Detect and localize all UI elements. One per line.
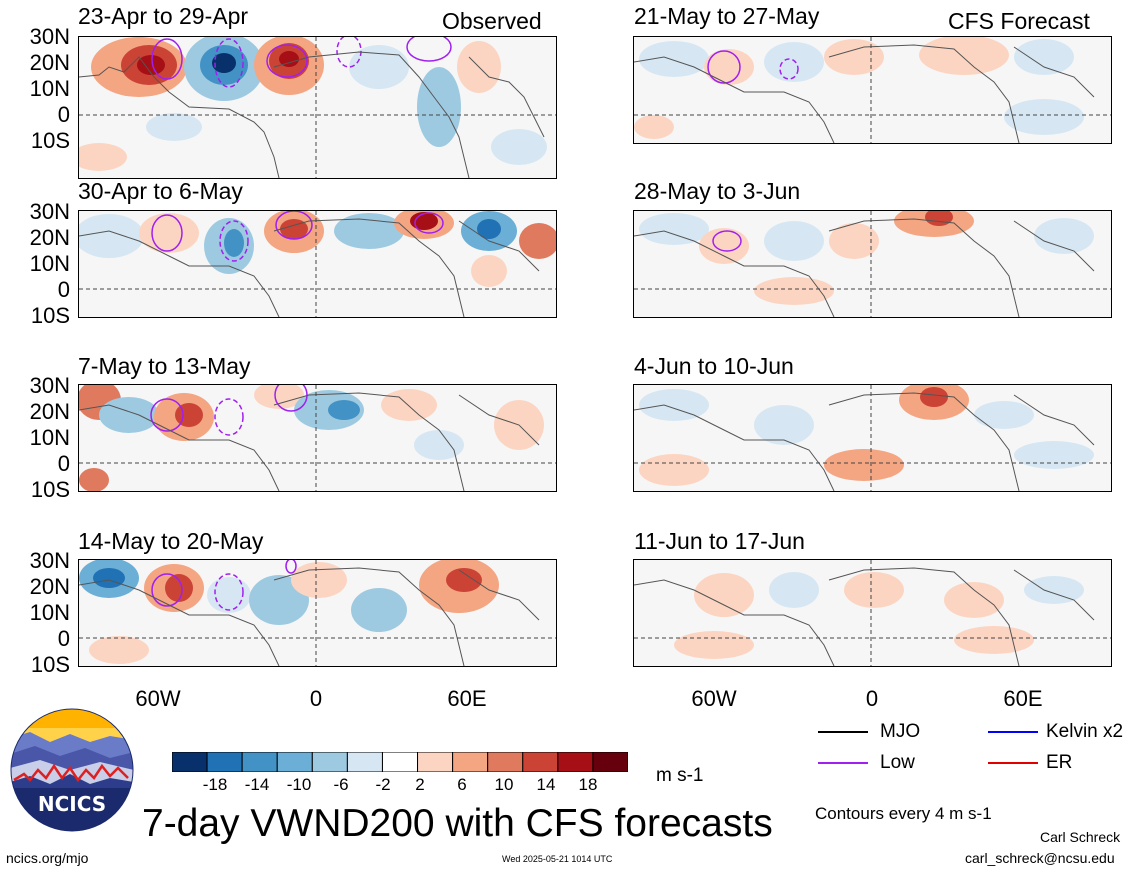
- colorbar-label: -10: [286, 775, 312, 794]
- lon-tick: 0: [309, 686, 323, 711]
- colorbar-units: m s-1: [656, 765, 704, 786]
- legend-er-label: ER: [1046, 752, 1073, 773]
- lat-tick: 0: [57, 451, 70, 476]
- panel-title-obs-1: 23-Apr to 29-Apr: [78, 3, 249, 29]
- footer-timestamp: Wed 2025-05-21 1014 UTC: [502, 854, 613, 864]
- colorbar: [171, 751, 629, 773]
- lon-tick: 60W: [691, 686, 737, 711]
- ncics-logo: NCICS: [10, 708, 134, 832]
- footer-email: carl_schreck@ncsu.edu: [965, 850, 1115, 866]
- map-observed-3: [79, 385, 556, 491]
- colorbar-swatch: [311, 751, 348, 773]
- lat-tick: 10N: [29, 76, 70, 101]
- colorbar-swatch: [241, 751, 278, 773]
- lat-tick: 20N: [29, 574, 70, 599]
- panel-title-fc-2: 28-May to 3-Jun: [634, 178, 801, 204]
- colorbar-label: -6: [333, 775, 349, 794]
- lat-tick: 20N: [29, 399, 70, 424]
- lat-tick: 10S: [30, 477, 70, 502]
- colorbar-label: 2: [415, 775, 425, 794]
- colorbar-swatch: [487, 751, 524, 773]
- lat-tick: 10S: [30, 303, 70, 328]
- footer-url: ncics.org/mjo: [6, 850, 89, 866]
- legend-er-swatch: [988, 762, 1038, 764]
- lon-tick: 60W: [135, 686, 181, 711]
- panel-title-obs-4: 14-May to 20-May: [78, 528, 264, 554]
- lat-tick: 10S: [30, 652, 70, 677]
- footer-author: Carl Schreck: [1040, 829, 1121, 845]
- map-panel-observed-3: [78, 384, 557, 492]
- legend-kelvin-label: Kelvin x2: [1046, 721, 1124, 742]
- lat-tick: 30N: [29, 24, 70, 49]
- panel-title-obs-2: 30-Apr to 6-May: [78, 178, 243, 204]
- colorbar-label: 18: [578, 775, 598, 794]
- map-forecast-4: [634, 560, 1111, 666]
- map-panel-observed-1: [78, 36, 557, 179]
- lon-tick: 60E: [447, 686, 487, 711]
- logo-text: NCICS: [38, 792, 106, 816]
- lat-tick: 10N: [29, 600, 70, 625]
- colorbar-label: 14: [536, 775, 556, 794]
- lat-tick: 0: [57, 102, 70, 127]
- legend-low-swatch: [818, 762, 868, 764]
- panel-title-fc-4: 11-Jun to 17-Jun: [634, 528, 805, 554]
- colorbar-swatch: [276, 751, 313, 773]
- colorbar-swatch: [522, 751, 559, 773]
- map-panel-forecast-1: [633, 36, 1112, 144]
- map-panel-forecast-2: [633, 210, 1112, 318]
- colorbar-swatch: [346, 751, 383, 773]
- colorbar-label: 6: [457, 775, 467, 794]
- colorbar-label: -2: [375, 775, 391, 794]
- legend-mjo-swatch: [818, 731, 868, 733]
- lat-tick: 30N: [29, 373, 70, 398]
- figure-title: 7-day VWND200 with CFS forecasts: [142, 802, 773, 845]
- map-panel-forecast-3: [633, 384, 1112, 492]
- lat-tick: 0: [57, 277, 70, 302]
- forecast-label: CFS Forecast: [948, 8, 1090, 34]
- map-observed-4: [79, 560, 556, 666]
- colorbar-swatch: [417, 751, 454, 773]
- panel-title-fc-3: 4-Jun to 10-Jun: [634, 353, 794, 379]
- map-forecast-3: [634, 385, 1111, 491]
- legend-kelvin-swatch: [988, 731, 1038, 733]
- lon-tick: 0: [865, 686, 879, 711]
- legend-mjo-label: MJO: [880, 721, 921, 742]
- lat-tick: 30N: [29, 199, 70, 224]
- map-forecast-2: [634, 211, 1111, 317]
- colorbar-swatch: [381, 751, 419, 773]
- map-observed-2: [79, 211, 556, 317]
- contour-note: Contours every 4 m s-1: [815, 804, 992, 823]
- panel-title-obs-3: 7-May to 13-May: [78, 353, 251, 379]
- map-panel-observed-4: [78, 559, 557, 667]
- lat-tick: 20N: [29, 50, 70, 75]
- colorbar-swatches: [171, 751, 629, 773]
- lat-tick: 10S: [30, 128, 70, 153]
- colorbar-swatch: [206, 751, 243, 773]
- map-panel-forecast-4: [633, 559, 1112, 667]
- lon-tick: 60E: [1003, 686, 1043, 711]
- lat-tick: 10N: [29, 425, 70, 450]
- colorbar-swatch: [557, 751, 594, 773]
- colorbar-label: 10: [494, 775, 514, 794]
- legend-low-label: Low: [880, 752, 915, 773]
- colorbar-label: -18: [202, 775, 228, 794]
- colorbar-swatch: [592, 751, 629, 773]
- colorbar-swatch: [171, 751, 208, 773]
- ncics-logo-graphic: NCICS: [10, 708, 134, 832]
- map-panel-observed-2: [78, 210, 557, 318]
- colorbar-label: -14: [244, 775, 270, 794]
- lat-tick: 30N: [29, 548, 70, 573]
- colorbar-swatch: [452, 751, 489, 773]
- lat-tick: 10N: [29, 251, 70, 276]
- lat-tick: 0: [57, 626, 70, 651]
- panel-title-fc-1: 21-May to 27-May: [634, 3, 820, 29]
- observed-label: Observed: [442, 8, 542, 34]
- map-forecast-1: [634, 37, 1111, 143]
- lat-tick: 20N: [29, 225, 70, 250]
- map-observed-1: [79, 37, 556, 178]
